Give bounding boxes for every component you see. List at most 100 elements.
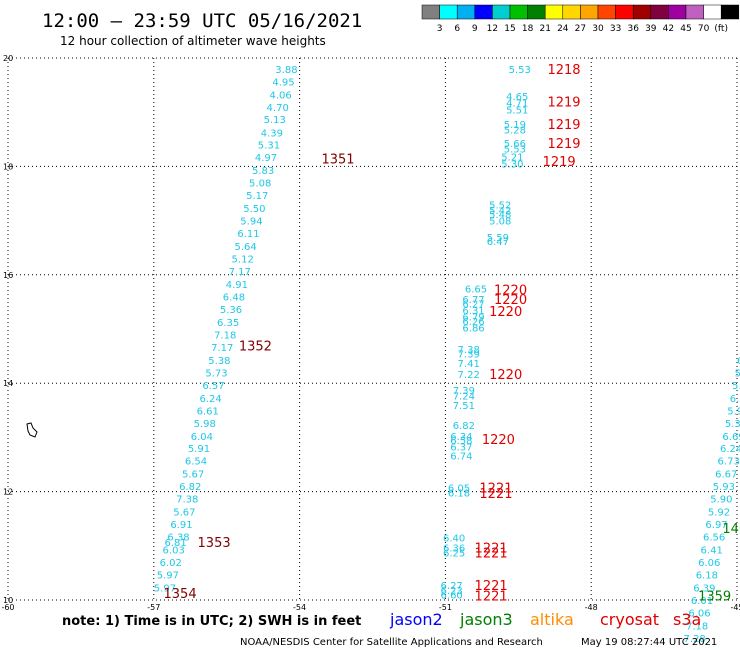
wave-height-value: 4.97 — [255, 153, 277, 164]
legend-jason2: jason2 — [389, 610, 443, 629]
wave-height-value: 7.41 — [458, 359, 480, 370]
y-tick-label: 16 — [3, 271, 13, 280]
wave-height-value: 6.35 — [217, 318, 239, 329]
wave-height-value: 4.70 — [267, 103, 289, 114]
wave-height-value: 7.28 — [684, 634, 706, 645]
wave-height-value: 6.41 — [701, 546, 723, 557]
x-tick-label: -60 — [1, 603, 14, 612]
wave-height-value: 6.82 — [179, 482, 201, 493]
wave-height-value: 5.53 — [509, 65, 531, 76]
scale-swatch — [527, 4, 546, 20]
wave-height-value: 6.38 — [167, 533, 189, 544]
wave-height-value: 7.17 — [211, 343, 233, 354]
scale-label: 15 — [504, 24, 515, 34]
scale-swatch — [720, 4, 740, 20]
wave-height-value: 6.58 — [450, 436, 472, 447]
wave-height-value: 5.97 — [154, 584, 176, 595]
wave-height-value: 5.30 — [501, 160, 523, 171]
x-tick-label: -54 — [293, 603, 306, 612]
scale-swatch — [492, 4, 511, 20]
wave-height-value: 5.36 — [220, 305, 242, 316]
wave-height-value: 6.47 — [487, 237, 509, 248]
chart-subtitle: 12 hour collection of altimeter wave hei… — [60, 34, 326, 48]
pass-time-label: 1353 — [198, 536, 231, 551]
wave-height-value: 6.25 — [443, 548, 465, 559]
legend-jason3: jason3 — [459, 610, 513, 629]
pass-time-label: 1351 — [321, 152, 354, 167]
wave-height-value: 5.12 — [232, 255, 254, 266]
pass-time-label: 1354 — [164, 587, 197, 602]
wave-height-value: 7.38 — [458, 345, 480, 356]
y-tick-label: 14 — [3, 379, 13, 388]
wave-height-value: 6.04 — [191, 432, 213, 443]
x-tick-label: -48 — [585, 603, 598, 612]
scale-swatch — [703, 4, 722, 20]
wave-height-value: 6.05 — [730, 394, 740, 405]
wave-height-value: 5.38 — [208, 356, 230, 367]
wave-height-value: 6.65 — [465, 284, 487, 295]
wave-height-value: 4.39 — [261, 128, 283, 139]
wave-height-value: 6.31 — [462, 306, 484, 317]
scale-label: 70 — [698, 24, 710, 34]
wave-height-value: 6.60 — [441, 591, 463, 602]
satellite-legend: jason2 jason3 altika cryosat s3a — [389, 610, 701, 629]
wave-height-value: 6.77 — [462, 295, 484, 306]
wave-height-value: 5.08 — [249, 179, 271, 190]
wave-height-value: 5.93 — [713, 482, 735, 493]
pass-time-label: 1220 — [489, 305, 522, 320]
wave-height-value: 6.58 — [737, 356, 740, 367]
wave-height-value: 5.08 — [489, 217, 511, 228]
scale-swatch — [562, 4, 581, 20]
pass-time-label: 1219 — [547, 95, 580, 110]
x-tick-label: -45 — [730, 603, 740, 612]
wave-height-value: 6.82 — [453, 421, 475, 432]
wave-height-value: 5.59 — [487, 233, 509, 244]
wave-height-value: 5.98 — [194, 419, 216, 430]
wave-height-value: 6.26 — [462, 317, 484, 328]
scale-swatch — [544, 4, 564, 20]
wave-height-value: 7.39 — [458, 349, 480, 360]
footer-credit: NOAA/NESDIS Center for Satellite Applica… — [240, 637, 543, 648]
wave-height-value: 5.51 — [506, 105, 528, 116]
wave-height-value: 6.56 — [703, 533, 725, 544]
wave-height-value: 5.94 — [240, 217, 262, 228]
legend-cryosat: cryosat — [600, 610, 659, 629]
x-tick-label: -51 — [439, 603, 452, 612]
wave-height-value: 5.73 — [205, 368, 227, 379]
wave-height-value: 3.88 — [275, 65, 297, 76]
wave-height-value: 5.64 — [234, 242, 256, 253]
wave-height-value: 5.90 — [727, 406, 740, 417]
wave-height-value: 5.81 — [735, 368, 740, 379]
scale-swatch — [597, 4, 616, 20]
scale-swatch — [439, 4, 458, 20]
scale-label: 45 — [680, 24, 691, 34]
wave-height-value: 5.31 — [258, 141, 280, 152]
wave-height-value: 6.86 — [462, 323, 484, 334]
scale-swatch — [474, 4, 493, 20]
scale-swatch — [421, 4, 440, 20]
wave-height-value: 6.97 — [705, 520, 727, 531]
wave-height-value: 5.21 — [501, 153, 523, 164]
wave-height-value: 6.27 — [462, 300, 484, 311]
wave-height-value: 5.91 — [188, 444, 210, 455]
wave-height-value: 5.90 — [710, 495, 732, 506]
wave-height-value: 4.95 — [272, 77, 294, 88]
scale-label: 6 — [454, 24, 460, 34]
wave-height-value: 6.73 — [718, 457, 740, 468]
wave-height-value: 6.11 — [237, 229, 259, 240]
wave-height-value: 7.18 — [686, 621, 708, 632]
wave-height-value: 5.67 — [173, 508, 195, 519]
pass-time-label: 1352 — [239, 339, 272, 354]
legend-altika: altika — [530, 610, 574, 629]
pass-time-labels: 1351 1352 1353 1354 1218 1219 1219 1219 1219 1220… — [164, 63, 740, 605]
wave-height-value: 5.48 — [489, 210, 511, 221]
legend-s3a: s3a — [673, 610, 701, 629]
wave-height-value: 6.57 — [202, 381, 224, 392]
wave-height-value: 6.05 — [448, 483, 470, 494]
wave-height-value: 6.39 — [693, 584, 715, 595]
wave-height-value: 6.01 — [691, 596, 713, 607]
y-tick-label: 12 — [3, 488, 13, 497]
pass-time-label: 1219 — [547, 137, 580, 152]
pass-time-label: 1221 — [475, 579, 508, 594]
pass-time-label: 1221 — [475, 541, 508, 556]
